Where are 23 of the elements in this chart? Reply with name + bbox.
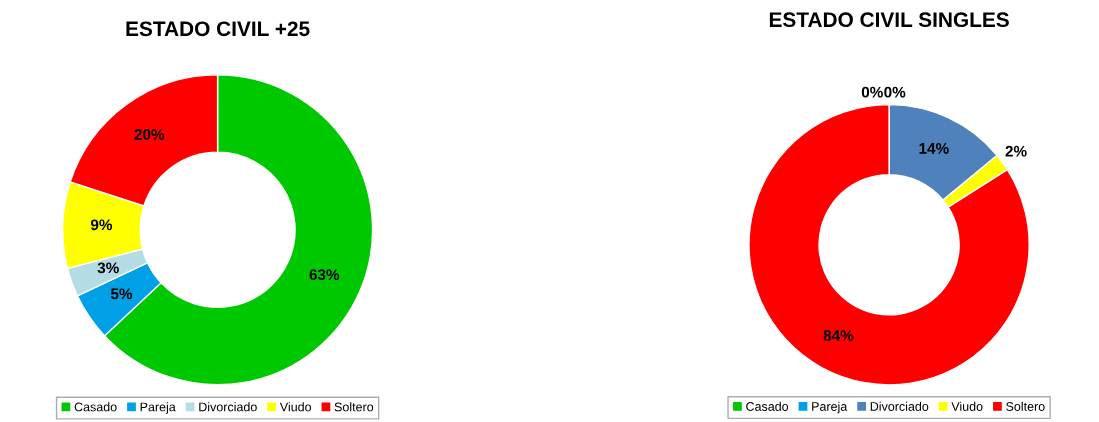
legend-label: Divorciado xyxy=(199,402,257,412)
text: 0% xyxy=(861,86,883,98)
legend-label: Casado xyxy=(74,402,117,412)
legend-label: Viudo xyxy=(951,401,983,411)
data-label: 14% xyxy=(919,143,949,154)
data-label: 3% xyxy=(97,262,119,274)
legend-label: Soltero xyxy=(334,402,374,412)
data-label: 9% xyxy=(90,219,113,231)
chart-title: ESTADO CIVIL +25 xyxy=(126,21,310,37)
chart-title: ESTADO CIVIL SINGLES xyxy=(769,12,1009,28)
data-label: 5% xyxy=(110,288,133,300)
legend-label: Viudo xyxy=(279,402,312,412)
text: 0% xyxy=(884,86,906,98)
donut-slice xyxy=(748,103,1030,386)
legend-label: Soltero xyxy=(1006,401,1045,411)
data-label: 63% xyxy=(309,269,340,281)
legend-label: Pareja xyxy=(812,401,848,414)
data-label: 20% xyxy=(134,129,165,140)
legend-label: Casado xyxy=(746,401,789,411)
data-label: 2% xyxy=(1005,145,1027,157)
legend-label: Pareja xyxy=(140,402,176,414)
data-label: 84% xyxy=(823,330,854,341)
legend-label: Divorciado xyxy=(870,401,929,411)
